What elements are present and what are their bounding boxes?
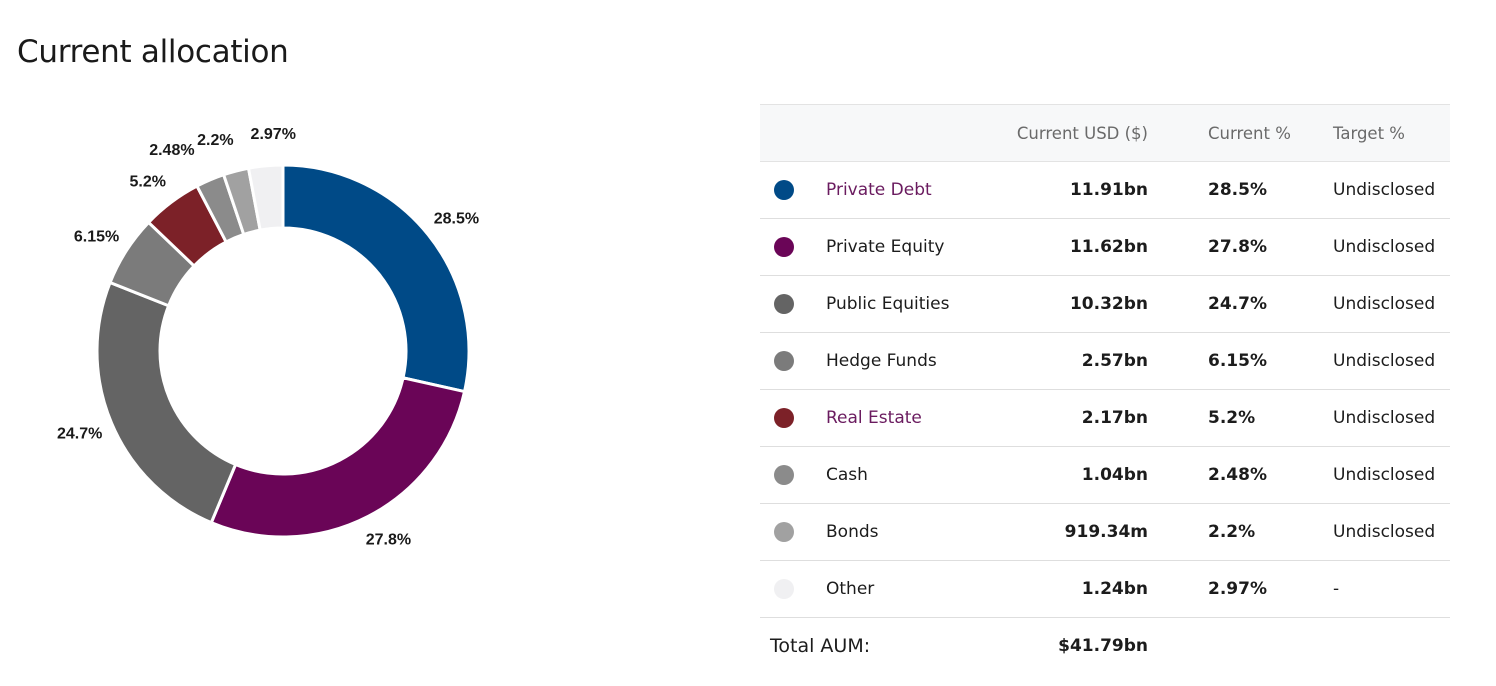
current-pct-cell: 2.2% (1148, 503, 1311, 561)
donut-data-label: 27.8% (366, 531, 411, 548)
header-current-usd: Current USD ($) (1008, 104, 1148, 162)
page-title: Current allocation (17, 34, 289, 70)
current-usd-cell: 1.24bn (1008, 560, 1148, 618)
asset-class-name-cell: Hedge Funds (808, 332, 1008, 390)
donut-data-label: 6.15% (74, 229, 119, 246)
donut-data-label: 28.5% (434, 210, 479, 227)
total-blank (1148, 618, 1311, 675)
total-aum-value: $41.79bn (1058, 636, 1148, 657)
target-pct-cell: Undisclosed (1311, 503, 1450, 561)
asset-class-name-cell: Bonds (808, 503, 1008, 561)
asset-class-name: Other (826, 579, 875, 599)
table-row: Public Equities 10.32bn 24.7% Undisclosed (760, 275, 1450, 333)
donut-data-label: 5.2% (129, 173, 165, 190)
target-pct-cell: - (1311, 560, 1450, 618)
allocation-table: Current USD ($) Current % Target % Priva… (760, 104, 1450, 675)
asset-class-name[interactable]: Private Debt (826, 180, 932, 200)
table-row: Bonds 919.34m 2.2% Undisclosed (760, 503, 1450, 561)
current-pct-cell: 2.97% (1148, 560, 1311, 618)
header-blank (760, 104, 808, 162)
target-pct-cell: Undisclosed (1311, 389, 1450, 447)
donut-slice-private-equity[interactable] (209, 376, 467, 539)
legend-dot-cell (760, 503, 808, 561)
donut-data-label: 2.2% (197, 132, 233, 149)
table-row: Private Equity 11.62bn 27.8% Undisclosed (760, 218, 1450, 276)
legend-dot-cell (760, 275, 808, 333)
legend-dot-cell (760, 389, 808, 447)
asset-class-name: Public Equities (826, 294, 950, 314)
total-row: Total AUM: $41.79bn (760, 618, 1450, 675)
current-usd-cell: 11.62bn (1008, 218, 1148, 276)
target-pct-cell: Undisclosed (1311, 332, 1450, 390)
table-row: Hedge Funds 2.57bn 6.15% Undisclosed (760, 332, 1450, 390)
asset-class-name-cell: Real Estate (808, 389, 1008, 447)
asset-class-name[interactable]: Real Estate (826, 408, 922, 428)
legend-dot-icon (774, 579, 794, 599)
legend-dot-icon (774, 294, 794, 314)
asset-class-name-cell: Private Equity (808, 218, 1008, 276)
header-current-pct: Current % (1148, 104, 1311, 162)
current-usd-cell: 919.34m (1008, 503, 1148, 561)
current-pct-cell: 27.8% (1148, 218, 1311, 276)
current-usd-cell: 11.91bn (1008, 161, 1148, 219)
target-pct-cell: Undisclosed (1311, 446, 1450, 504)
allocation-donut-chart: 28.5% 27.8% 24.7% 6.15% 5.2% 2.48%2.2% 2.97% (57, 126, 479, 548)
asset-class-name-cell: Private Debt (808, 161, 1008, 219)
legend-dot-icon (774, 465, 794, 485)
current-pct-cell: 6.15% (1148, 332, 1311, 390)
target-pct-cell: Undisclosed (1311, 275, 1450, 333)
donut-data-label: 24.7% (57, 425, 102, 442)
legend-dot-icon (774, 180, 794, 200)
legend-dot-cell (760, 560, 808, 618)
table-row: Cash 1.04bn 2.48% Undisclosed (760, 446, 1450, 504)
target-pct-cell: Undisclosed (1311, 161, 1450, 219)
legend-dot-cell (760, 161, 808, 219)
table-header-row: Current USD ($) Current % Target % (760, 104, 1450, 162)
total-blank (1311, 618, 1450, 675)
current-pct-cell: 28.5% (1148, 161, 1311, 219)
total-aum-label: Total AUM: (770, 635, 871, 658)
current-pct-cell: 5.2% (1148, 389, 1311, 447)
table-body: Private Debt 11.91bn 28.5% Undisclosed Priva… (760, 161, 1450, 675)
header-blank-name (808, 104, 1008, 162)
asset-class-name: Hedge Funds (826, 351, 937, 371)
legend-dot-icon (774, 522, 794, 542)
header-target-pct: Target % (1311, 104, 1450, 162)
current-usd-cell: 1.04bn (1008, 446, 1148, 504)
asset-class-name-cell: Cash (808, 446, 1008, 504)
asset-class-name: Cash (826, 465, 868, 485)
legend-dot-cell (760, 218, 808, 276)
asset-class-name-cell: Public Equities (808, 275, 1008, 333)
donut-slice-public-equities[interactable] (95, 280, 238, 525)
donut-slice-private-debt[interactable] (281, 163, 471, 394)
legend-dot-icon (774, 408, 794, 428)
legend-dot-cell (760, 446, 808, 504)
current-pct-cell: 24.7% (1148, 275, 1311, 333)
table-row: Other 1.24bn 2.97% - (760, 560, 1450, 618)
current-usd-cell: 2.57bn (1008, 332, 1148, 390)
current-usd-cell: 10.32bn (1008, 275, 1148, 333)
table-row: Private Debt 11.91bn 28.5% Undisclosed (760, 161, 1450, 219)
target-pct-cell: Undisclosed (1311, 218, 1450, 276)
donut-data-label: 2.48% (149, 142, 194, 159)
current-usd-cell: 2.17bn (1008, 389, 1148, 447)
legend-dot-icon (774, 237, 794, 257)
donut-data-label: 2.97% (251, 126, 296, 143)
table-row: Real Estate 2.17bn 5.2% Undisclosed (760, 389, 1450, 447)
asset-class-name: Bonds (826, 522, 879, 542)
legend-dot-icon (774, 351, 794, 371)
legend-dot-cell (760, 332, 808, 390)
current-pct-cell: 2.48% (1148, 446, 1311, 504)
asset-class-name-cell: Other (808, 560, 1008, 618)
donut-slice-other[interactable] (246, 163, 285, 232)
asset-class-name: Private Equity (826, 237, 945, 257)
